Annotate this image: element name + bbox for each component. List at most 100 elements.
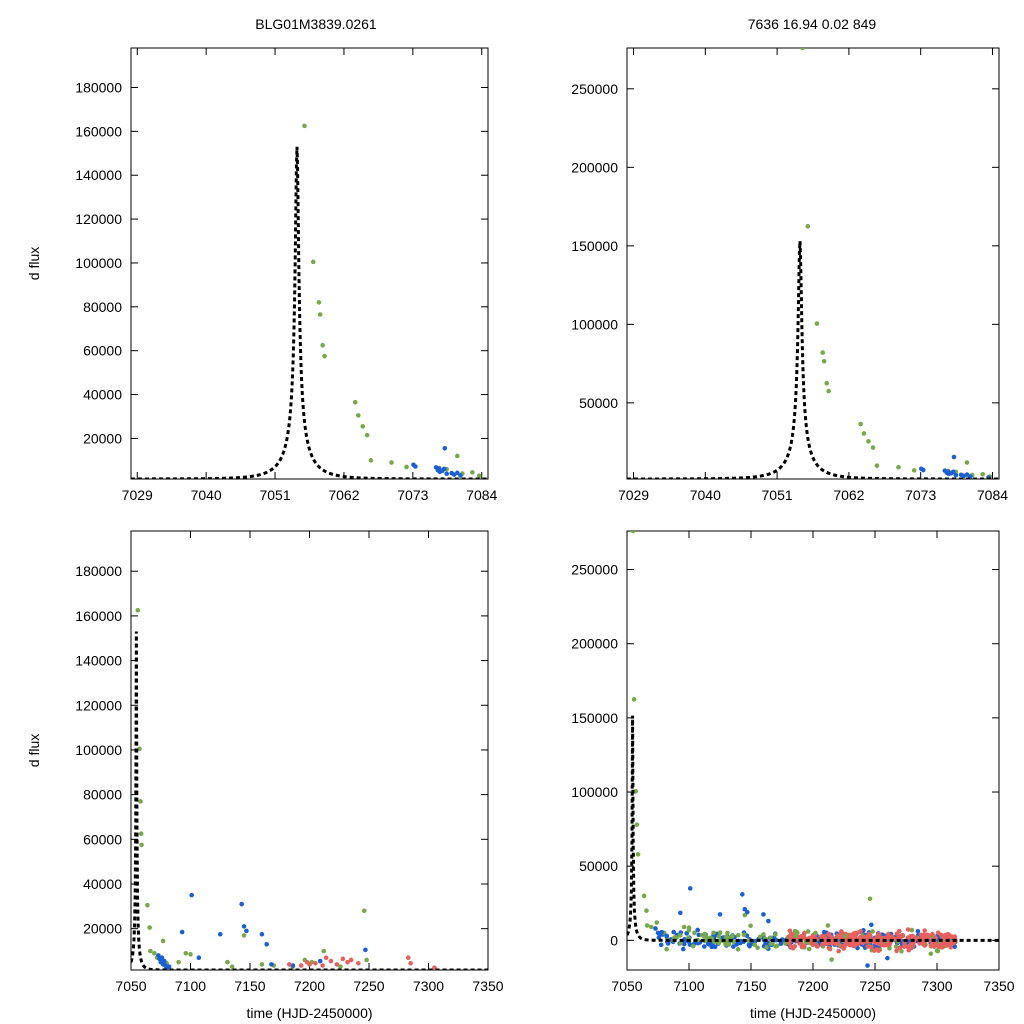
panel-top-right: 7029 7040 7051 7062 7073 7084 50000 100000 15000… — [571, 47, 1008, 503]
data-point-red — [286, 962, 292, 967]
band-point — [853, 932, 858, 938]
data-point-green — [364, 432, 370, 438]
x-tick-label: 7051 — [762, 487, 793, 503]
band-point — [935, 930, 941, 935]
y-tick-label: 40000 — [83, 876, 122, 892]
band-point — [841, 946, 847, 951]
band-point — [696, 932, 702, 938]
data-point-green — [681, 924, 687, 930]
model-curve — [627, 241, 999, 479]
x-tick-label: 7062 — [328, 487, 359, 503]
data-point-green — [964, 460, 970, 465]
data-point-green — [322, 353, 327, 359]
band-point — [818, 934, 824, 939]
data-point-green — [176, 959, 181, 965]
band-point — [778, 941, 784, 947]
y-tick-label: 150000 — [571, 710, 618, 726]
x-tick-label: 7050 — [115, 978, 146, 994]
data-point-green — [826, 388, 831, 394]
data-point-green — [364, 957, 369, 963]
band-point — [948, 944, 954, 950]
x-tick-label: 7073 — [397, 487, 428, 503]
band-point — [792, 944, 797, 949]
x-tick-label: 7300 — [921, 978, 952, 994]
data-point-green — [147, 925, 152, 930]
y-tick-label: 120000 — [75, 211, 122, 227]
data-point-blue — [885, 955, 890, 961]
band-point — [893, 944, 899, 949]
data-point-green — [138, 799, 143, 804]
data-point-blue — [761, 912, 766, 917]
y-tick-label: 50000 — [579, 395, 618, 411]
band-point — [671, 929, 677, 935]
data-point-green — [867, 896, 873, 902]
data-point-green — [360, 424, 366, 429]
plot-frame — [130, 530, 489, 971]
y-tick-label: 150000 — [571, 238, 618, 254]
band-point — [702, 944, 707, 949]
data-point-blue — [951, 454, 957, 460]
band-point — [731, 944, 736, 949]
data-point-green — [455, 453, 460, 459]
band-point — [905, 944, 911, 950]
band-point — [711, 930, 716, 936]
model-curve — [627, 715, 999, 942]
y-tick-label: 120000 — [75, 697, 122, 713]
data-point-red — [313, 960, 318, 966]
y-tick-label: 0 — [610, 932, 618, 948]
data-point-blue — [317, 958, 323, 964]
x-axis-label: time (HJD-2450000) — [246, 1005, 372, 1021]
band-point — [806, 946, 812, 952]
band-point — [900, 932, 906, 938]
band-point — [787, 928, 793, 934]
data-point-green — [805, 929, 811, 934]
x-tick-label: 7250 — [353, 978, 384, 994]
data-point-green — [805, 223, 811, 229]
data-point-blue — [821, 929, 827, 935]
data-point-green — [842, 933, 848, 939]
y-tick-label: 250000 — [571, 562, 618, 578]
band-point — [905, 927, 911, 932]
data-point-blue — [269, 962, 274, 967]
data-point-blue — [189, 892, 194, 898]
band-point — [827, 946, 833, 952]
data-point-green — [793, 933, 798, 939]
band-point — [915, 928, 921, 934]
data-point-green — [725, 930, 730, 936]
data-point-green — [829, 957, 834, 962]
data-point-green — [825, 923, 831, 928]
data-point-green — [631, 697, 637, 702]
data-point-blue — [653, 926, 658, 931]
data-point-green — [773, 943, 779, 949]
band-point — [717, 930, 723, 935]
y-tick-label: 100000 — [571, 784, 618, 800]
data-point-blue — [239, 901, 244, 907]
band-point — [773, 932, 778, 937]
data-point-blue — [363, 947, 368, 953]
band-point — [846, 935, 852, 940]
data-point-blue — [659, 929, 665, 935]
band-point — [869, 944, 874, 950]
band-point — [723, 934, 729, 940]
y-tick-label: 20000 — [83, 430, 122, 446]
band-point — [768, 935, 773, 940]
x-tick-label: 7084 — [466, 487, 497, 503]
band-point — [752, 942, 757, 948]
band-point — [925, 935, 931, 940]
y-tick-label: 40000 — [83, 387, 122, 403]
band-point — [886, 931, 891, 937]
data-point-blue — [865, 963, 870, 968]
data-point-green — [138, 831, 144, 837]
data-point-blue — [868, 922, 874, 928]
x-tick-label: 7040 — [690, 487, 721, 503]
data-point-blue — [951, 469, 956, 475]
band-point — [865, 944, 870, 949]
x-tick-label: 7029 — [122, 487, 153, 503]
band-point — [909, 927, 915, 933]
data-point-green — [188, 952, 193, 957]
data-point-blue — [766, 918, 771, 924]
y-tick-label: 140000 — [75, 653, 122, 669]
data-point-green — [874, 463, 880, 468]
band-point — [718, 938, 723, 944]
